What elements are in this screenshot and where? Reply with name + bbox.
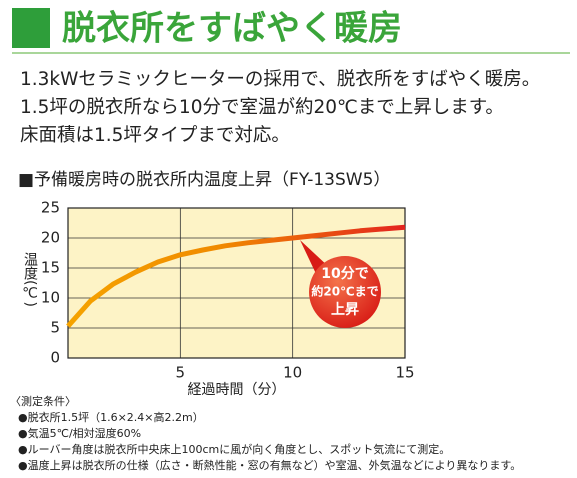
paragraph: 床面積は1.5坪タイプまで対応。: [20, 125, 290, 146]
y-tick-label: 10: [41, 289, 60, 307]
x-tick-label: 15: [395, 364, 414, 382]
heading-block: [12, 8, 50, 48]
plot-border: [67, 207, 406, 359]
y-tick-label: 25: [41, 199, 60, 217]
y-axis-label: 温度(℃): [22, 252, 38, 307]
chart-title: ■予備暖房時の脱衣所内温度上昇（FY-13SW5）: [18, 170, 390, 190]
callout-text: 約20℃まで: [311, 284, 378, 299]
x-tick-label: 5: [176, 364, 186, 382]
y-tick-label: 5: [50, 319, 60, 337]
callout-text: 10分で: [321, 266, 368, 282]
x-axis-label: 経過時間（分）: [188, 382, 286, 398]
y-tick-label: 0: [50, 349, 60, 367]
condition: ●脱衣所1.5坪（1.6×2.4×高2.2m）: [18, 410, 204, 424]
heading: 脱衣所をすばやく暖房: [62, 9, 402, 49]
condition: ●ルーバー角度は脱衣所中央床上100cmに風が向く角度とし、スポット気流にて測定…: [18, 442, 450, 456]
y-tick-label: 20: [41, 229, 60, 247]
condition: ●気温5℃/相対湿度60%: [18, 426, 141, 440]
paragraph: 1.5坪の脱衣所なら10分で室温が約20℃まで上昇します。: [20, 97, 504, 118]
callout: [309, 256, 381, 328]
y-tick-label: 15: [41, 259, 60, 277]
callout-text: 上昇: [331, 302, 359, 318]
temperature-curve: [66, 224, 406, 328]
x-tick-label: 10: [283, 364, 302, 382]
conditions-title: 〈測定条件〉: [10, 394, 76, 408]
condition: ●温度上昇は脱衣所の仕様（広さ・断熱性能・窓の有無など）や室温、外気温などにより…: [18, 458, 521, 472]
paragraph: 1.3kWセラミックヒーターの採用で、脱衣所をすばやく暖房。: [20, 69, 540, 90]
